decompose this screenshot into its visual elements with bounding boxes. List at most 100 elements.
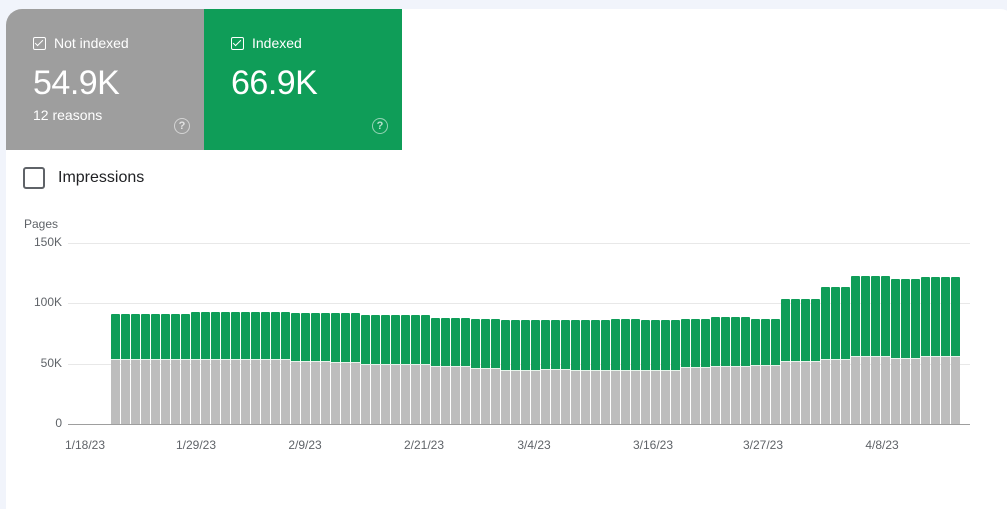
chart-bar[interactable] [401, 315, 410, 424]
chart-bar[interactable] [861, 276, 870, 424]
chart-bar[interactable] [921, 276, 930, 424]
chart-bar[interactable] [831, 286, 840, 424]
indexed-segment [641, 319, 650, 371]
chart-bar[interactable] [811, 299, 820, 424]
chart-bar[interactable] [511, 320, 520, 424]
chart-bar[interactable] [591, 320, 600, 424]
chart-bar[interactable] [691, 318, 700, 424]
chart-bar[interactable] [871, 276, 880, 424]
chart-bar[interactable] [321, 313, 330, 424]
chart-bar[interactable] [851, 276, 860, 424]
chart-bar[interactable] [211, 311, 220, 424]
chart-bar[interactable] [521, 320, 530, 424]
indexed-toggle[interactable]: Indexed [231, 35, 302, 51]
chart-bar[interactable] [601, 320, 610, 424]
chart-bar[interactable] [671, 319, 680, 424]
chart-bar[interactable] [641, 319, 650, 424]
chart-bar[interactable] [141, 313, 150, 424]
help-circle-icon[interactable]: ? [372, 118, 388, 134]
chart-bar[interactable] [901, 279, 910, 424]
chart-bar[interactable] [151, 313, 160, 424]
chart-bar[interactable] [451, 317, 460, 424]
indexed-card[interactable]: Indexed 66.9K ? [204, 9, 402, 150]
chart-bar[interactable] [201, 311, 210, 424]
chart-bar[interactable] [581, 320, 590, 424]
chart-bar[interactable] [291, 313, 300, 424]
chart-bar[interactable] [791, 299, 800, 424]
chart-bar[interactable] [881, 276, 890, 424]
chart-bar[interactable] [541, 320, 550, 424]
chart-bar[interactable] [751, 318, 760, 424]
chart-bar[interactable] [891, 279, 900, 424]
chart-bar[interactable] [911, 279, 920, 424]
chart-bar[interactable] [261, 311, 270, 424]
not-indexed-segment [331, 362, 340, 424]
chart-bar[interactable] [231, 311, 240, 424]
chart-bar[interactable] [301, 313, 310, 424]
not-indexed-segment [671, 370, 680, 424]
chart-bar[interactable] [501, 320, 510, 424]
chart-bar[interactable] [571, 320, 580, 424]
chart-bar[interactable] [311, 313, 320, 424]
chart-bar[interactable] [621, 319, 630, 424]
chart-bar[interactable] [421, 315, 430, 424]
chart-bar[interactable] [441, 317, 450, 424]
chart-bar[interactable] [171, 313, 180, 424]
checkbox-unchecked-icon[interactable] [23, 167, 45, 189]
not-indexed-card[interactable]: Not indexed 54.9K 12 reasons ? [6, 9, 204, 150]
chart-bar[interactable] [781, 299, 790, 424]
chart-bar[interactable] [931, 276, 940, 424]
chart-bar[interactable] [481, 318, 490, 424]
chart-bar[interactable] [361, 315, 370, 424]
chart-bar[interactable] [631, 319, 640, 424]
chart-bar[interactable] [371, 315, 380, 424]
chart-bar[interactable] [111, 313, 120, 424]
chart-bar[interactable] [821, 286, 830, 424]
chart-bar[interactable] [711, 317, 720, 424]
chart-bar[interactable] [251, 311, 260, 424]
chart-bar[interactable] [411, 315, 420, 424]
chart-bar[interactable] [131, 313, 140, 424]
chart-bar[interactable] [731, 317, 740, 424]
chart-bar[interactable] [771, 318, 780, 424]
chart-bar[interactable] [381, 315, 390, 424]
chart-bar[interactable] [951, 276, 960, 424]
impressions-toggle[interactable]: Impressions [23, 167, 144, 189]
chart-bar[interactable] [551, 320, 560, 424]
checkbox-checked-icon[interactable] [231, 36, 244, 50]
chart-bar[interactable] [701, 318, 710, 424]
chart-bar[interactable] [561, 320, 570, 424]
help-circle-icon[interactable]: ? [174, 118, 190, 134]
chart-bar[interactable] [181, 313, 190, 424]
chart-bar[interactable] [281, 311, 290, 424]
chart-bar[interactable] [271, 311, 280, 424]
indexed-segment [541, 320, 550, 369]
chart-bar[interactable] [531, 320, 540, 424]
chart-bar[interactable] [801, 299, 810, 424]
chart-bar[interactable] [121, 313, 130, 424]
chart-bar[interactable] [161, 313, 170, 424]
chart-bar[interactable] [491, 318, 500, 424]
chart-bar[interactable] [351, 313, 360, 424]
chart-bar[interactable] [761, 318, 770, 424]
chart-bar[interactable] [221, 311, 230, 424]
chart-bar[interactable] [391, 315, 400, 424]
checkbox-checked-icon[interactable] [33, 36, 46, 50]
chart-bar[interactable] [611, 319, 620, 424]
chart-bar[interactable] [721, 317, 730, 424]
chart-bar[interactable] [741, 317, 750, 424]
chart-bar[interactable] [651, 319, 660, 424]
not-indexed-toggle[interactable]: Not indexed [33, 35, 129, 51]
chart-bar[interactable] [341, 313, 350, 424]
chart-bar[interactable] [841, 286, 850, 424]
chart-bar[interactable] [461, 317, 470, 424]
chart-bar[interactable] [241, 311, 250, 424]
chart-bar[interactable] [191, 311, 200, 424]
not-indexed-segment [551, 368, 560, 424]
chart-bar[interactable] [471, 318, 480, 424]
chart-bar[interactable] [431, 317, 440, 424]
chart-bar[interactable] [681, 318, 690, 424]
chart-bar[interactable] [331, 313, 340, 424]
chart-bar[interactable] [661, 319, 670, 424]
chart-bar[interactable] [941, 276, 950, 424]
